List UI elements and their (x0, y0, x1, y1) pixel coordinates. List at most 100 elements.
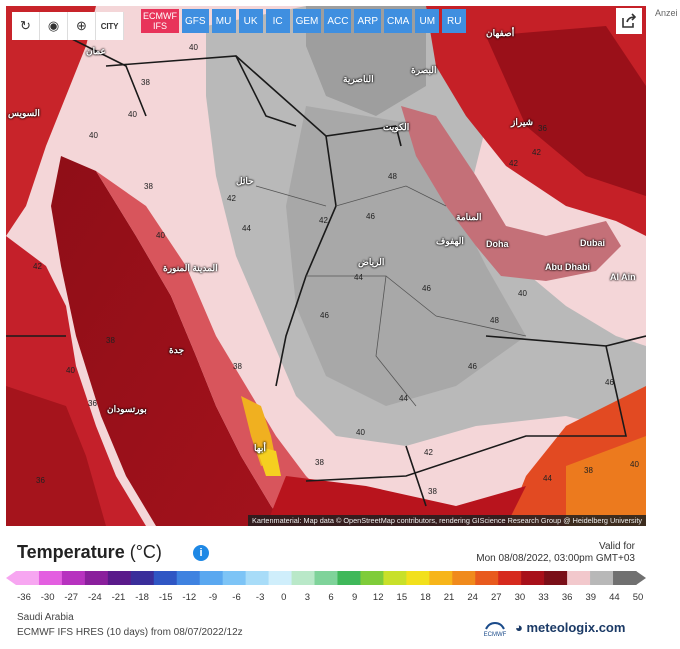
ecmwf-logo-mark (485, 622, 505, 630)
model-button-ecmwf-ifs[interactable]: ECMWF IFS (141, 9, 179, 33)
model-button[interactable]: GEM (292, 9, 322, 33)
isotherm-label: 38 (144, 182, 153, 191)
brand-logo[interactable]: ◕ meteologix.com (515, 620, 626, 635)
ad-label: Anzei (655, 8, 678, 18)
city-label: الرياض (358, 257, 385, 267)
scale-tick-label: -3 (255, 592, 265, 603)
scale-tick-label: -15 (158, 592, 173, 603)
scale-tick-label: 9 (351, 592, 358, 603)
color-scale-ticks: -36 -30 -27 -24 -21 -18 -15 -12 -9 -6 -3 0 3 6 9 12 15 18… (6, 592, 646, 604)
city-label: الكويت (383, 122, 410, 132)
scale-swatch (38, 571, 63, 585)
city-label-button[interactable]: CITY (96, 12, 124, 40)
scale-arrow-right (636, 571, 646, 585)
model-button[interactable]: GFS (182, 9, 209, 33)
isotherm-label: 40 (66, 366, 75, 375)
legend-title-text: Temperature (17, 542, 125, 562)
isotherm-label: 44 (543, 474, 552, 483)
isotherm-label: 38 (428, 487, 437, 496)
city-label: Al Ain (610, 272, 636, 282)
scale-swatch (130, 571, 155, 585)
model-run-label: ECMWF IFS HRES (10 days) from 08/07/2022… (17, 627, 243, 638)
city-label: الناصرية (343, 74, 374, 84)
scale-swatch (521, 571, 545, 585)
city-label: السويس (8, 108, 40, 118)
isotherm-label: 40 (189, 43, 198, 52)
city-label: بورتسودان (107, 404, 147, 414)
isotherm-label: 46 (468, 362, 477, 371)
scale-swatch (475, 571, 499, 585)
model-button[interactable]: UK (238, 9, 263, 33)
model-button[interactable]: RU (442, 9, 467, 33)
scale-tick-label: -12 (182, 592, 197, 603)
scale-tick-label: -18 (135, 592, 149, 603)
scale-swatch (107, 571, 132, 585)
scale-arrow-left (6, 571, 16, 585)
model-button[interactable]: CMA (384, 9, 413, 33)
scale-swatch (176, 571, 201, 585)
share-icon[interactable] (616, 8, 642, 34)
scale-swatch (613, 571, 637, 585)
valid-for-label: Valid for (599, 541, 635, 552)
model-button[interactable]: ARP (354, 9, 382, 33)
isotherm-label: 44 (242, 224, 251, 233)
model-button[interactable]: IC (265, 9, 290, 33)
brand-text: meteologix.com (526, 620, 626, 635)
isotherm-label: 42 (532, 148, 541, 157)
isotherm-label: 36 (88, 399, 97, 408)
scale-swatch (314, 571, 338, 585)
city-label: شيراز (511, 117, 534, 127)
info-icon[interactable]: i (193, 545, 209, 561)
isotherm-label: 46 (320, 311, 329, 320)
isotherm-label: 36 (36, 476, 45, 485)
scale-swatch (544, 571, 568, 585)
city-label: الهفوف (436, 236, 464, 246)
isotherm-label: 46 (605, 378, 614, 387)
scale-swatch (360, 571, 384, 585)
valid-for-value: Mon 08/08/2022, 03:00pm GMT+03 (476, 553, 635, 564)
isotherm-label: 38 (233, 362, 242, 371)
refresh-icon[interactable]: ↻ (12, 12, 40, 40)
scale-tick-label: -24 (87, 592, 102, 603)
model-button[interactable]: ACC (324, 9, 352, 33)
scale-swatch (291, 571, 316, 585)
scale-swatch (498, 571, 522, 585)
location-pin-icon[interactable]: ◉ (40, 12, 68, 40)
isotherm-label: 42 (319, 216, 328, 225)
map-attribution: Kartenmaterial: Map data © OpenStreetMap… (248, 515, 646, 526)
model-button[interactable]: UM (415, 9, 440, 33)
scale-swatch (153, 571, 178, 585)
city-label: Abu Dhabi (545, 262, 590, 272)
city-label: Dubai (580, 238, 606, 248)
city-label: المدينة المنورة (163, 263, 218, 273)
scale-tick-label: -9 (208, 592, 218, 603)
scale-tick-label: 12 (372, 592, 384, 603)
scale-swatch (84, 571, 109, 585)
scale-tick-label: 30 (514, 592, 526, 603)
city-label: عمان (86, 46, 106, 56)
isotherm-label: 40 (156, 231, 165, 240)
zoom-icon[interactable]: ⊕ (68, 12, 96, 40)
isotherm-label: 44 (354, 273, 363, 282)
city-label: Doha (486, 239, 509, 249)
region-label: Saudi Arabia (17, 612, 74, 623)
ecmwf-logo-text: ECMWF (483, 632, 507, 638)
scale-tick-label: 3 (304, 592, 311, 603)
scale-tick-label: 24 (467, 592, 478, 603)
isotherm-label: 42 (227, 194, 236, 203)
isotherm-label: 40 (89, 131, 98, 140)
city-label: أبها (254, 443, 266, 453)
isotherm-label: 48 (388, 172, 397, 181)
isotherm-label: 42 (509, 159, 518, 168)
scale-swatch (61, 571, 86, 585)
scale-tick-label: 44 (609, 592, 620, 603)
scale-swatch (406, 571, 430, 585)
isotherm-label: 38 (106, 336, 115, 345)
temperature-map[interactable]: ↻ ◉ ⊕ CITY Doha Dubai Abu Dhabi Al Ain ع… (6, 6, 646, 526)
scale-tick-label: 36 (561, 592, 573, 603)
model-button[interactable]: MU (211, 9, 236, 33)
scale-tick-label: 6 (328, 592, 334, 603)
isotherm-label: 44 (399, 394, 408, 403)
scale-tick-label: 39 (585, 592, 597, 603)
ecmwf-logo: ECMWF (478, 620, 512, 638)
